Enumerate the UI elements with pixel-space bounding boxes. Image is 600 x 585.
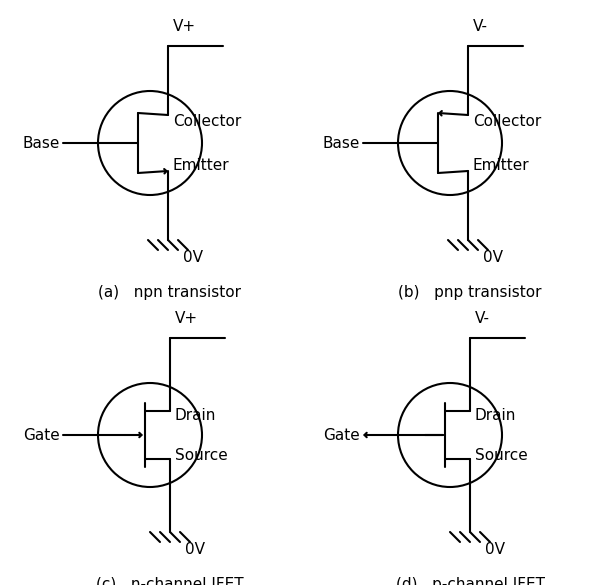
Text: 0V: 0V (485, 542, 505, 557)
Text: Collector: Collector (173, 113, 241, 129)
Text: 0V: 0V (185, 542, 205, 557)
Text: Base: Base (23, 136, 60, 150)
Text: Base: Base (323, 136, 360, 150)
Text: Emitter: Emitter (173, 157, 230, 173)
Text: Source: Source (175, 448, 228, 463)
Text: Emitter: Emitter (473, 157, 530, 173)
Text: (d)   p-channel JFET: (d) p-channel JFET (395, 577, 545, 585)
Text: Drain: Drain (175, 408, 217, 422)
Text: V+: V+ (175, 311, 198, 326)
Text: Drain: Drain (475, 408, 517, 422)
Text: V-: V- (475, 311, 490, 326)
Text: V-: V- (473, 19, 488, 34)
Text: 0V: 0V (183, 250, 203, 265)
Text: (a)   npn transistor: (a) npn transistor (98, 285, 241, 300)
Text: Gate: Gate (323, 428, 360, 442)
Text: (c)   n-channel JFET: (c) n-channel JFET (96, 577, 244, 585)
Text: Collector: Collector (473, 113, 541, 129)
Text: 0V: 0V (483, 250, 503, 265)
Text: (b)   pnp transistor: (b) pnp transistor (398, 285, 542, 300)
Text: Gate: Gate (23, 428, 60, 442)
Text: V+: V+ (173, 19, 196, 34)
Text: Source: Source (475, 448, 528, 463)
